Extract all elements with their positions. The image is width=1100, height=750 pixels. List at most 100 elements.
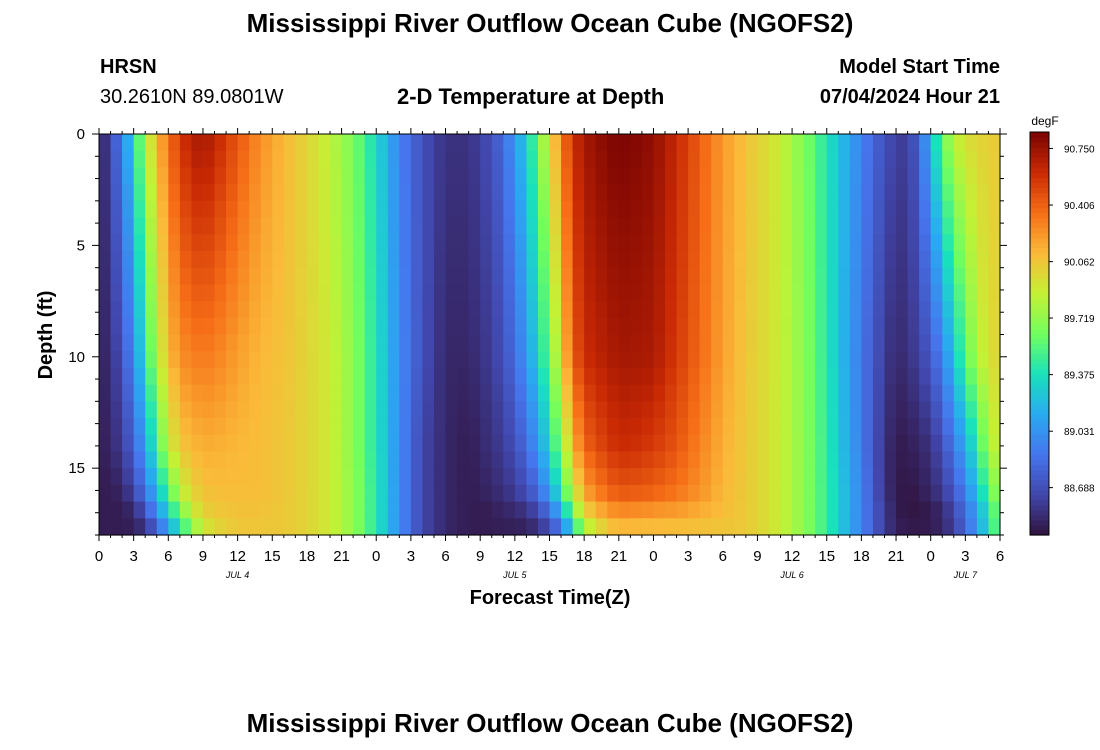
heatmap-cell: [341, 451, 354, 469]
heatmap-cell: [653, 217, 666, 235]
x-tick-label: 12: [229, 548, 246, 565]
heatmap-cell: [491, 418, 504, 436]
heatmap-cell: [503, 250, 516, 269]
heatmap-cell: [549, 134, 562, 152]
heatmap-cell: [665, 401, 678, 419]
heatmap-cell: [249, 150, 262, 169]
heatmap-cell: [376, 367, 389, 386]
heatmap-cell: [537, 501, 551, 519]
heatmap-cell: [699, 434, 712, 453]
heatmap-cell: [133, 267, 146, 285]
heatmap-cell: [122, 468, 135, 486]
heatmap-cell: [272, 401, 285, 419]
heatmap-cell: [861, 334, 874, 352]
colorbar-segment: [1030, 192, 1049, 199]
heatmap-cell: [191, 351, 204, 369]
heatmap-cell: [803, 250, 816, 269]
colorbar-segment: [1030, 479, 1049, 486]
heatmap-cell: [711, 184, 724, 202]
heatmap-cell: [884, 501, 897, 519]
heatmap-cell: [364, 267, 377, 285]
heatmap-cell: [976, 134, 990, 152]
heatmap-cell: [549, 150, 562, 169]
heatmap-cell: [641, 518, 655, 536]
heatmap-cell: [838, 367, 851, 386]
heatmap-cell: [514, 184, 527, 202]
heatmap-cell: [191, 434, 204, 453]
heatmap-cell: [295, 267, 308, 285]
heatmap-cell: [491, 150, 504, 169]
heatmap-cell: [156, 518, 169, 536]
heatmap-cell: [838, 451, 851, 469]
heatmap-cell: [168, 167, 181, 185]
heatmap-cell: [757, 468, 770, 486]
heatmap-cell: [896, 434, 909, 453]
heatmap-cell: [433, 451, 447, 469]
heatmap-cell: [595, 401, 608, 419]
heatmap-cell: [514, 150, 527, 169]
heatmap-cell: [330, 334, 343, 352]
heatmap-cell: [792, 150, 805, 169]
heatmap-cell: [422, 367, 435, 386]
heatmap-cell: [757, 484, 770, 503]
colorbar-segment: [1030, 182, 1049, 189]
heatmap-cell: [653, 451, 666, 469]
heatmap-cell: [757, 384, 770, 402]
heatmap-cell: [919, 301, 932, 319]
heatmap-cell: [653, 317, 666, 336]
heatmap-cell: [145, 150, 158, 169]
heatmap-cell: [249, 200, 262, 219]
heatmap-cell: [341, 367, 354, 386]
heatmap-cell: [410, 167, 424, 185]
heatmap-cell: [480, 200, 493, 219]
heatmap-cell: [514, 317, 527, 336]
heatmap-cell: [734, 367, 747, 386]
heatmap-cell: [549, 451, 562, 469]
heatmap-cell: [260, 134, 273, 152]
heatmap-cell: [757, 134, 770, 152]
heatmap-cell: [133, 484, 146, 503]
heatmap-cell: [722, 434, 735, 453]
heatmap-cell: [283, 284, 296, 302]
heatmap-cell: [988, 234, 1001, 252]
heatmap-cell: [526, 434, 539, 453]
heatmap-cell: [780, 484, 793, 503]
heatmap-cell: [526, 401, 539, 419]
heatmap-cell: [768, 351, 782, 369]
heatmap-cell: [618, 518, 631, 536]
heatmap-cell: [422, 134, 435, 152]
heatmap-cell: [584, 401, 597, 419]
heatmap-cell: [491, 401, 504, 419]
heatmap-cell: [283, 317, 296, 336]
heatmap-cell: [965, 317, 978, 336]
heatmap-cell: [942, 367, 955, 386]
heatmap-cell: [699, 451, 712, 469]
heatmap-cell: [803, 484, 816, 503]
heatmap-cell: [849, 150, 862, 169]
heatmap-cell: [665, 167, 678, 185]
heatmap-cell: [965, 484, 978, 503]
heatmap-cell: [179, 167, 193, 185]
heatmap-cell: [283, 434, 296, 453]
heatmap-cell: [226, 217, 239, 235]
heatmap-cell: [433, 250, 447, 269]
colorbar-segment: [1030, 222, 1049, 229]
heatmap-cell: [618, 200, 631, 219]
heatmap-cell: [699, 468, 712, 486]
heatmap-cell: [849, 351, 862, 369]
heatmap-cell: [780, 167, 793, 185]
heatmap-cell: [907, 518, 920, 536]
heatmap-cell: [665, 334, 678, 352]
heatmap-cell: [722, 367, 735, 386]
heatmap-cell: [630, 217, 643, 235]
heatmap-cell: [433, 518, 447, 536]
heatmap-cell: [976, 150, 990, 169]
heatmap-cell: [722, 217, 735, 235]
heatmap-cell: [757, 284, 770, 302]
heatmap-cell: [803, 418, 816, 436]
heatmap-cell: [803, 384, 816, 402]
heatmap-cell: [376, 418, 389, 436]
heatmap-cell: [514, 501, 527, 519]
heatmap-cell: [757, 167, 770, 185]
heatmap-cell: [803, 184, 816, 202]
